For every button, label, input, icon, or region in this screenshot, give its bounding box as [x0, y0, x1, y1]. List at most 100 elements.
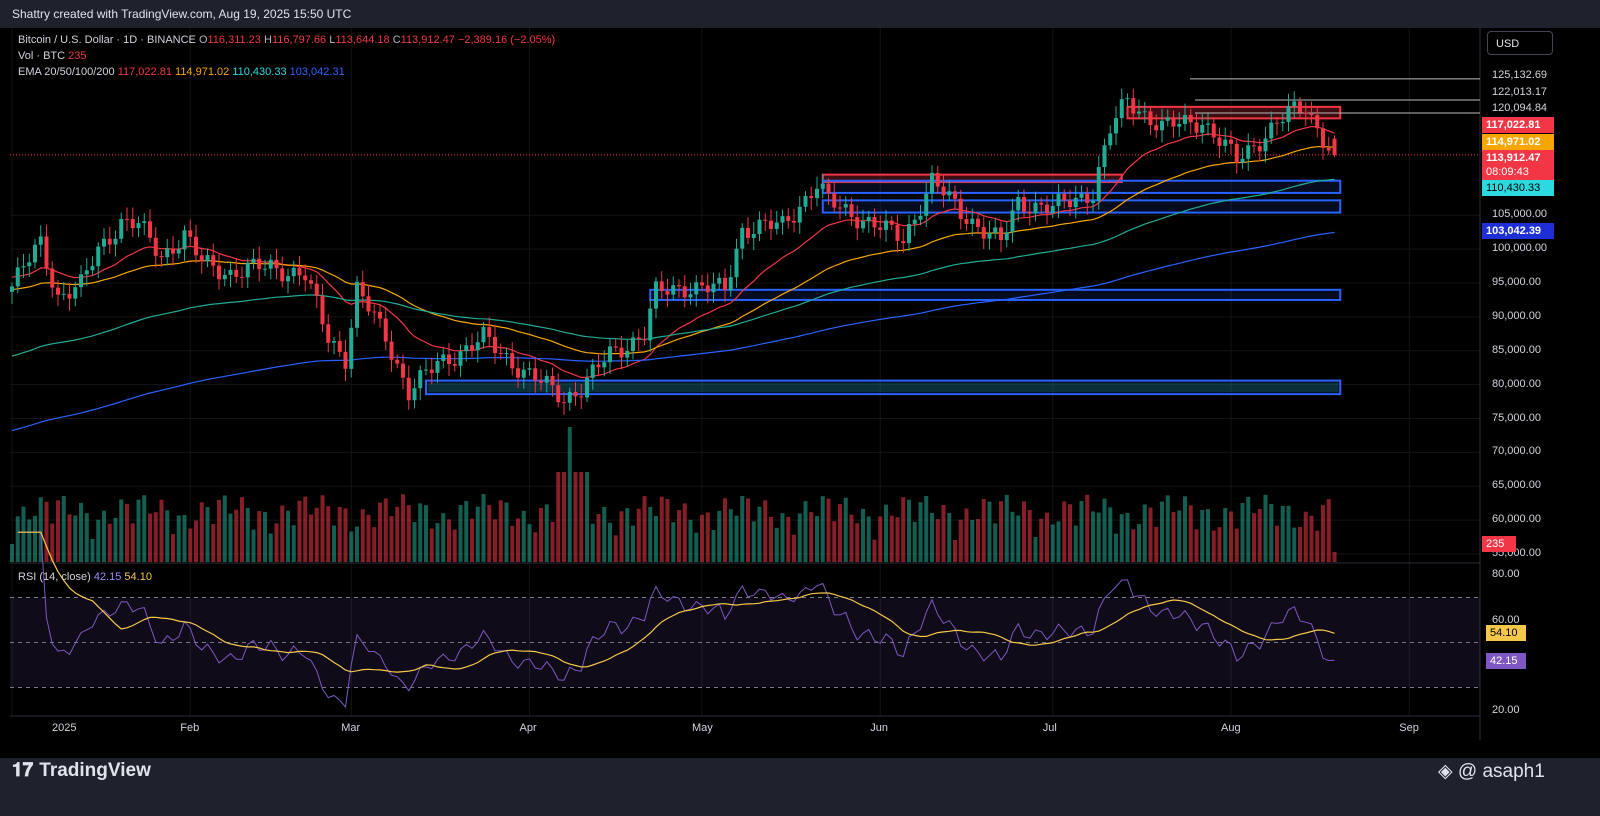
candle-body — [10, 286, 14, 292]
volume-bar — [1062, 501, 1067, 562]
candle-body — [1200, 124, 1205, 133]
volume-bar — [567, 427, 572, 562]
candle-body — [1062, 193, 1067, 201]
volume-bar — [1263, 494, 1268, 562]
volume-bar — [907, 499, 911, 562]
price-tick: 90,000.00 — [1492, 309, 1541, 322]
candle-body — [1108, 133, 1113, 146]
volume-bar — [602, 506, 607, 562]
ema-200-line — [11, 231, 1335, 432]
candle-body — [740, 227, 745, 249]
candle-body — [372, 311, 377, 313]
time-label: Apr — [519, 722, 537, 734]
candle-body — [1022, 197, 1026, 212]
candle-body — [1073, 197, 1078, 208]
volume-bar — [1160, 501, 1164, 562]
candle-body — [464, 345, 469, 352]
currency-button[interactable]: USD — [1487, 31, 1553, 55]
candle-body — [1033, 202, 1038, 214]
candle-body — [148, 221, 152, 238]
volume-bar — [395, 506, 400, 562]
rsi-ma-value: 54.10 — [124, 571, 152, 583]
candle-body — [136, 223, 141, 229]
volume-bar — [366, 514, 371, 562]
candle-body — [769, 220, 773, 229]
volume-bar — [314, 507, 319, 562]
volume-bar — [711, 529, 716, 562]
candle-body — [159, 255, 164, 258]
candle-body — [935, 172, 940, 187]
candle-body — [677, 285, 681, 287]
volume-bar — [884, 504, 888, 562]
author-text: @ asaph1 — [1457, 761, 1545, 782]
candle-body — [682, 286, 687, 298]
candle-body — [1188, 114, 1193, 123]
rsi-value: 42.15 — [93, 571, 122, 583]
candle-body — [194, 236, 198, 256]
volume-bar — [113, 517, 118, 562]
candle-body — [211, 255, 216, 266]
volume-value: 235 — [68, 50, 87, 62]
chart-frame[interactable] — [10, 28, 1590, 758]
candle-body — [567, 392, 572, 403]
candle-body — [1211, 123, 1216, 138]
candle-body — [757, 219, 762, 235]
candle-body — [176, 249, 181, 254]
volume-bar — [999, 501, 1003, 562]
volume-bar — [826, 498, 831, 562]
volume-bar — [878, 516, 883, 562]
candle-body — [516, 368, 520, 378]
candle-body — [763, 219, 768, 221]
candle-body — [734, 248, 739, 278]
candle-body — [1309, 113, 1314, 116]
candle-body — [205, 255, 210, 262]
volume-bar — [700, 514, 704, 562]
volume-bar — [815, 516, 819, 562]
volume-bar — [1194, 529, 1199, 562]
volume-bar — [274, 523, 279, 562]
candle-body — [843, 204, 848, 208]
volume-bar — [217, 499, 221, 562]
volume-bar — [470, 518, 474, 562]
ema20-value: 117,022.81 — [117, 66, 172, 78]
candle-body — [429, 369, 434, 373]
volume-bar — [27, 519, 32, 562]
volume-bar — [527, 524, 532, 562]
ema-50-line — [11, 146, 1335, 355]
volume-bar — [1252, 513, 1256, 562]
candle-body — [907, 223, 911, 244]
price-tick: 70,000.00 — [1492, 445, 1541, 458]
candle-body — [878, 227, 883, 230]
ema-20-line — [11, 125, 1335, 378]
volume-bar — [320, 495, 325, 562]
candle-body — [61, 293, 66, 295]
candle-body — [1160, 120, 1164, 131]
volume-bar — [625, 508, 630, 562]
tradingview-logo[interactable]: 𝟏𝟕 TradingView — [12, 760, 151, 782]
volume-bar — [1229, 511, 1233, 562]
volume-bar — [1292, 527, 1297, 562]
candle-body — [263, 268, 267, 270]
candle-body — [498, 353, 503, 355]
candle-body — [1234, 143, 1239, 163]
volume-bar — [401, 494, 405, 562]
time-label: Feb — [180, 722, 200, 734]
volume-bar — [728, 509, 733, 562]
candle-body — [642, 338, 647, 341]
volume-bar — [245, 507, 250, 562]
volume-bar — [746, 498, 750, 562]
tv-logo-icon: 𝟏𝟕 — [12, 760, 34, 781]
volume-bar — [1131, 529, 1136, 562]
volume-bar — [550, 521, 555, 562]
candle-body — [1217, 137, 1222, 146]
volume-bar — [309, 514, 313, 562]
candle-body — [872, 216, 877, 228]
volume-bar — [10, 544, 14, 562]
candle-body — [38, 236, 43, 245]
candle-body — [797, 206, 802, 223]
candle-body — [1326, 147, 1331, 151]
volume-bar — [1165, 495, 1170, 562]
symbol-name: Bitcoin / U.S. Dollar · 1D · BINANCE — [18, 34, 196, 46]
volume-bar — [211, 523, 216, 562]
